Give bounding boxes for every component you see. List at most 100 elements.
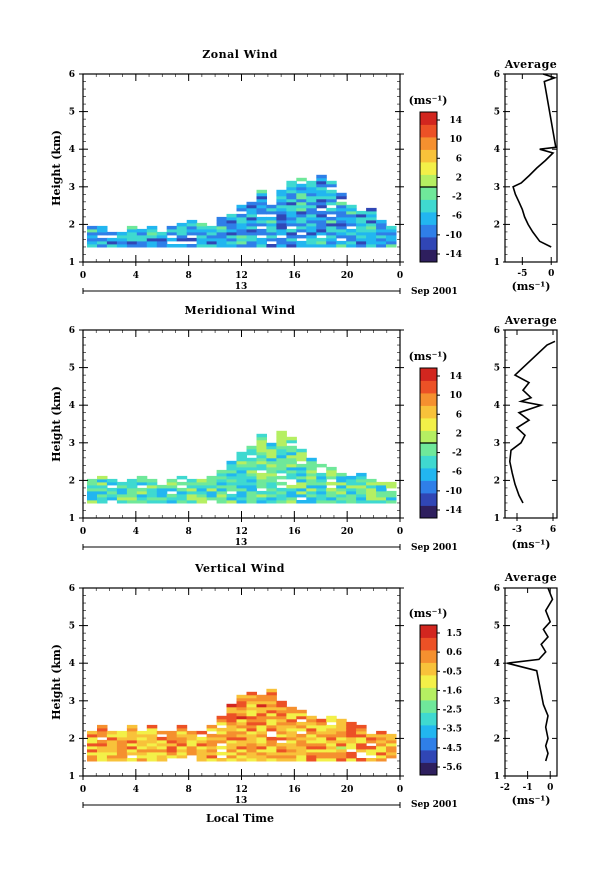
heatmap-cell <box>176 745 188 750</box>
heatmap-cell <box>226 231 237 236</box>
heatmap-cell <box>146 751 158 756</box>
heatmap-cell <box>87 481 98 486</box>
heatmap-cell <box>206 228 218 233</box>
heatmap-cell <box>246 748 257 753</box>
heatmap-cell <box>276 758 287 762</box>
heatmap-cell <box>326 183 337 188</box>
heatmap-cell <box>216 481 228 486</box>
heatmap-cell <box>226 721 237 726</box>
heatmap-cell <box>236 487 247 492</box>
heatmap-cell <box>226 484 237 489</box>
colorbar-tick-label: 6 <box>456 154 462 164</box>
heatmap-cell <box>266 688 277 693</box>
heatmap-cell <box>97 730 108 735</box>
heatmap-cell <box>126 487 138 492</box>
heatmap-cell <box>296 210 307 215</box>
heatmap-cell <box>236 496 247 501</box>
heatmap-cell <box>316 192 327 197</box>
heatmap-cell <box>206 727 218 732</box>
heatmap-cell <box>136 228 148 233</box>
heatmap-cell <box>256 733 267 738</box>
average-profile: 1 2 3 4 5 6 -3 6 <box>494 326 558 535</box>
heatmap-cell <box>116 487 128 492</box>
heatmap-cell <box>316 481 327 486</box>
heatmap-cell <box>286 216 297 221</box>
heatmap-cell <box>306 457 317 462</box>
profile-y-tick-label: 2 <box>494 734 500 744</box>
heatmap-cell <box>226 736 237 741</box>
profile-y-tick-label: 5 <box>494 622 500 632</box>
heatmap-cell <box>226 240 237 245</box>
heatmap-cell <box>346 475 357 480</box>
heatmap-cell <box>216 237 228 242</box>
heatmap-cell <box>386 481 397 486</box>
heatmap-cell <box>126 724 138 729</box>
heatmap-cell <box>206 490 218 495</box>
heatmap-cell <box>166 244 178 248</box>
profile-y-tick-label: 1 <box>494 514 500 524</box>
panel-title: Zonal Wind <box>202 48 278 61</box>
heatmap-cell <box>276 204 287 209</box>
heatmap-cell <box>116 745 128 750</box>
heatmap-cell <box>246 475 257 480</box>
heatmap-cell <box>236 748 247 753</box>
heatmap-cell <box>246 754 257 759</box>
heatmap-cell <box>176 244 188 248</box>
heatmap-cell <box>226 703 237 708</box>
heatmap-cell <box>256 244 267 248</box>
heatmap-cell <box>246 228 257 233</box>
heatmap-cell <box>236 745 247 750</box>
heatmap-cell <box>316 174 327 179</box>
heatmap-cell <box>256 445 267 450</box>
heatmap-cell <box>296 484 307 489</box>
heatmap-cell <box>276 201 287 206</box>
y-tick-label: 1 <box>69 258 75 268</box>
colorbar-swatch <box>420 762 437 776</box>
heatmap-cell <box>256 727 267 732</box>
x-tick-label: 12 <box>235 527 248 537</box>
heatmap-cell <box>236 758 247 762</box>
heatmap-cell <box>346 204 357 209</box>
heatmap-cell <box>336 745 347 750</box>
heatmap-cell <box>266 736 277 741</box>
heatmap-cell <box>276 451 287 456</box>
heatmap-cell <box>266 222 277 227</box>
heatmap-cell <box>306 733 317 738</box>
heatmap-cell <box>266 706 277 711</box>
heatmap-cell <box>126 500 138 504</box>
heatmap-cell <box>87 754 98 759</box>
heatmap-cell <box>196 228 208 233</box>
heatmap-cell <box>256 490 267 495</box>
heatmap-cell <box>366 490 377 495</box>
colorbar-tick-label: -2 <box>452 449 462 459</box>
heatmap-cell <box>216 500 228 504</box>
heatmap-cell <box>266 244 277 248</box>
heatmap-cell <box>87 758 98 762</box>
heatmap-cell <box>156 748 168 753</box>
heatmap-cell <box>146 736 158 741</box>
heatmap-cell <box>156 758 168 762</box>
heatmap-cell <box>166 730 178 735</box>
heatmap-cell <box>356 222 367 227</box>
heatmap-cell <box>166 496 178 501</box>
heatmap-cell <box>246 706 257 711</box>
heatmap-cell <box>266 712 277 717</box>
heatmap-cell <box>256 472 267 477</box>
heatmap-cell <box>226 742 237 747</box>
colorbar-swatch <box>420 443 437 456</box>
heatmap-cell <box>266 204 277 209</box>
heatmap-cell <box>366 736 377 741</box>
heatmap-cell <box>166 739 178 744</box>
heatmap-cell <box>376 733 387 738</box>
colorbar-swatch <box>420 249 437 263</box>
heatmap-cell <box>106 231 118 236</box>
heatmap-cell <box>276 748 287 753</box>
heatmap-cell <box>296 228 307 233</box>
heatmap-cell <box>276 198 287 203</box>
heatmap-cell <box>186 751 198 756</box>
heatmap-cell <box>246 201 257 206</box>
heatmap-cell <box>146 724 158 729</box>
heatmap-cell <box>276 487 287 492</box>
heatmap-cell <box>296 222 307 227</box>
